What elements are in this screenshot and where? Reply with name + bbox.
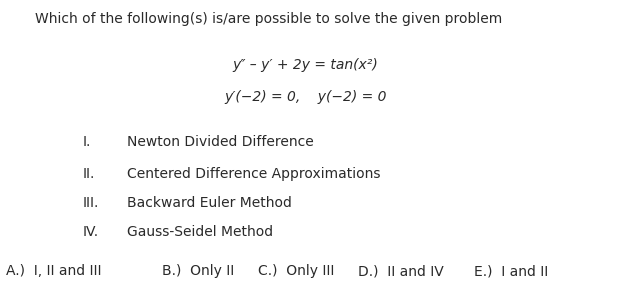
Text: Centered Difference Approximations: Centered Difference Approximations <box>127 167 381 181</box>
Text: III.: III. <box>83 196 99 210</box>
Text: I.: I. <box>83 135 91 149</box>
Text: A.)  I, II and III: A.) I, II and III <box>6 264 102 278</box>
Text: y″ – y′ + 2y = tan(x²): y″ – y′ + 2y = tan(x²) <box>232 58 378 72</box>
Text: C.)  Only III: C.) Only III <box>258 264 334 278</box>
Text: y′(−2) = 0,    y(−2) = 0: y′(−2) = 0, y(−2) = 0 <box>224 90 387 104</box>
Text: II.: II. <box>83 167 95 181</box>
Text: Gauss-Seidel Method: Gauss-Seidel Method <box>127 225 273 239</box>
Text: D.)  II and IV: D.) II and IV <box>358 264 444 278</box>
Text: E.)  I and II: E.) I and II <box>474 264 548 278</box>
Text: Newton Divided Difference: Newton Divided Difference <box>127 135 314 149</box>
Text: B.)  Only II: B.) Only II <box>162 264 235 278</box>
Text: IV.: IV. <box>83 225 99 239</box>
Text: Which of the following(s) is/are possible to solve the given problem: Which of the following(s) is/are possibl… <box>35 12 502 26</box>
Text: Backward Euler Method: Backward Euler Method <box>127 196 292 210</box>
